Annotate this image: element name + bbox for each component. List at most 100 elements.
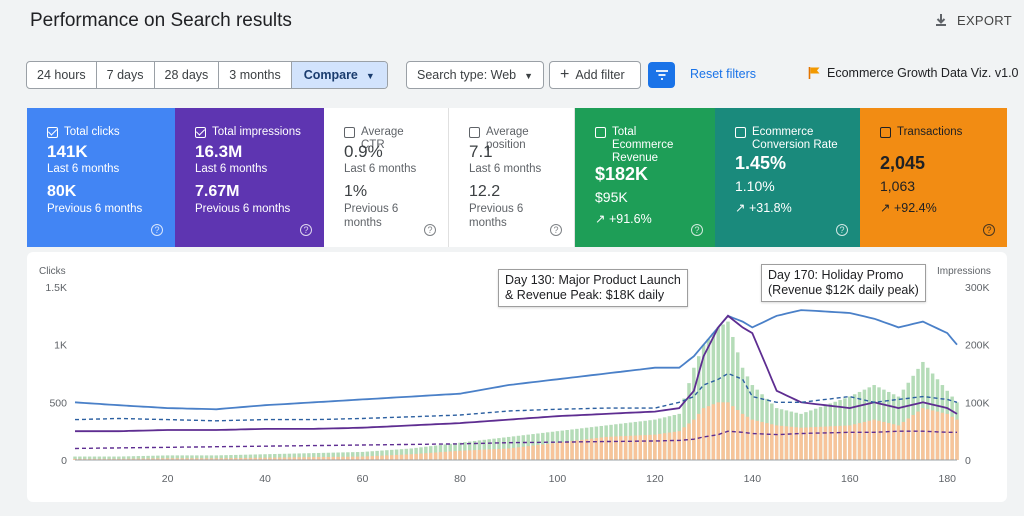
bar-1 xyxy=(302,457,306,460)
export-label: EXPORT xyxy=(956,12,1012,28)
bar-0 xyxy=(297,453,301,460)
bar-1 xyxy=(711,404,716,460)
series-line-2 xyxy=(74,372,958,422)
range-7-days[interactable]: 7 days xyxy=(97,62,155,88)
bar-0 xyxy=(160,455,165,460)
card-total-clicks[interactable]: Total clicks 141K Last 6 months 80K Prev… xyxy=(27,108,175,247)
left-tick-label: 500 xyxy=(49,397,67,409)
card-value: 1.45% xyxy=(735,153,787,173)
bar-1 xyxy=(545,443,550,460)
card-ecommerce-conversion-rate[interactable]: Ecommerce Conversion Rate 1.45% 1.10% ↗ … xyxy=(715,108,860,247)
checkbox-icon[interactable] xyxy=(880,127,891,138)
search-type-dropdown[interactable]: Search type: Web ▼ xyxy=(406,61,544,89)
export-button[interactable]: EXPORT xyxy=(933,12,1012,28)
left-axis-title: Clicks xyxy=(39,266,66,277)
bar-1 xyxy=(336,456,340,460)
bar-1 xyxy=(360,456,365,460)
help-icon[interactable]: ? xyxy=(550,224,562,236)
help-icon[interactable]: ? xyxy=(424,224,436,236)
help-icon[interactable]: ? xyxy=(983,224,995,236)
bar-1 xyxy=(316,457,321,460)
bar-0 xyxy=(399,449,404,460)
bar-1 xyxy=(234,458,238,460)
bar-0 xyxy=(136,456,141,460)
checkbox-icon[interactable] xyxy=(595,127,606,138)
metric-cards: Total clicks 141K Last 6 months 80K Prev… xyxy=(27,108,1007,247)
bar-1 xyxy=(248,457,253,460)
range-3-months[interactable]: 3 months xyxy=(219,62,292,88)
bar-1 xyxy=(877,420,881,460)
card-label: Average CTR xyxy=(361,126,404,151)
bar-1 xyxy=(424,453,428,460)
help-icon[interactable]: ? xyxy=(300,224,312,236)
bar-0 xyxy=(229,455,233,460)
bar-1 xyxy=(740,413,745,460)
bar-1 xyxy=(121,458,126,460)
reset-filters-link[interactable]: Reset filters xyxy=(690,67,756,81)
card-value: 16.3M xyxy=(195,142,243,161)
range-compare-label: Compare xyxy=(303,68,358,82)
card-label: Total Ecommerce Revenue xyxy=(612,126,674,164)
bar-1 xyxy=(195,458,199,460)
card-average-position[interactable]: Average position 7.1 Last 6 months 12.2 … xyxy=(449,108,575,247)
bar-1 xyxy=(351,456,355,460)
filter-button[interactable] xyxy=(648,62,675,88)
bar-1 xyxy=(833,426,837,460)
bar-1 xyxy=(658,433,662,460)
bar-0 xyxy=(706,338,711,460)
bar-0 xyxy=(234,454,238,460)
bar-1 xyxy=(477,449,482,460)
bar-1 xyxy=(735,410,740,460)
card-value: 0.9% xyxy=(344,142,383,161)
card-transactions[interactable]: Transactions 2,045 1,063 ↗ +92.4% ? xyxy=(860,108,1007,247)
bar-0 xyxy=(92,456,97,460)
bar-0 xyxy=(273,454,277,460)
card-value: 2,045 xyxy=(880,153,926,173)
range-compare[interactable]: Compare ▼ xyxy=(291,62,387,88)
bar-1 xyxy=(321,457,326,460)
checkbox-icon[interactable] xyxy=(344,127,355,138)
help-icon[interactable]: ? xyxy=(151,224,163,236)
bar-0 xyxy=(351,452,355,460)
bar-0 xyxy=(701,344,706,460)
bar-0 xyxy=(331,452,336,460)
range-28-days[interactable]: 28 days xyxy=(155,62,220,88)
ecommerce-tag-label: Ecommerce Growth Data Viz. v1.0 xyxy=(827,66,1019,80)
bar-0 xyxy=(224,455,228,460)
checkbox-icon[interactable] xyxy=(469,127,480,138)
card-label: Average position xyxy=(486,126,529,151)
bar-1 xyxy=(224,458,228,460)
checkbox-icon[interactable] xyxy=(195,127,206,138)
checkbox-icon[interactable] xyxy=(47,127,58,138)
bar-0 xyxy=(355,452,360,460)
card-average-ctr[interactable]: Average CTR 0.9% Last 6 months 1% Previo… xyxy=(324,108,449,247)
card-subtitle: Last 6 months xyxy=(344,163,417,175)
bar-1 xyxy=(389,455,394,460)
checkbox-icon[interactable] xyxy=(735,127,746,138)
bar-0 xyxy=(107,456,111,460)
card-subtitle-previous: Previous 6 months xyxy=(195,203,291,215)
range-24-hours[interactable]: 24 hours xyxy=(27,62,97,88)
card-value-previous: 7.67M xyxy=(195,183,240,200)
bar-1 xyxy=(648,434,652,460)
card-value-previous: $95K xyxy=(595,189,628,205)
bar-1 xyxy=(930,410,935,460)
bar-0 xyxy=(126,456,131,460)
bar-1 xyxy=(375,455,379,460)
bar-1 xyxy=(448,451,452,460)
bar-1 xyxy=(750,419,755,460)
add-filter-button[interactable]: + Add filter xyxy=(549,61,641,89)
card-total-impressions[interactable]: Total impressions 16.3M Last 6 months 7.… xyxy=(175,108,324,247)
help-icon[interactable]: ? xyxy=(836,224,848,236)
help-icon[interactable]: ? xyxy=(691,224,703,236)
card-total-ecommerce-revenue[interactable]: Total Ecommerce Revenue $182K $95K ↗ +91… xyxy=(575,108,715,247)
bar-1 xyxy=(92,458,97,460)
bar-1 xyxy=(813,427,818,460)
card-trend: ↗ +92.4% xyxy=(880,201,937,215)
bar-1 xyxy=(609,436,613,460)
annotation-line: (Revenue $12K daily peak) xyxy=(768,283,919,297)
annotation-holiday-promo: Day 170: Holiday Promo (Revenue $12K dai… xyxy=(761,264,926,302)
card-subtitle: Last 6 months xyxy=(195,163,268,175)
page-title: Performance on Search results xyxy=(30,10,292,31)
bar-0 xyxy=(711,333,716,460)
